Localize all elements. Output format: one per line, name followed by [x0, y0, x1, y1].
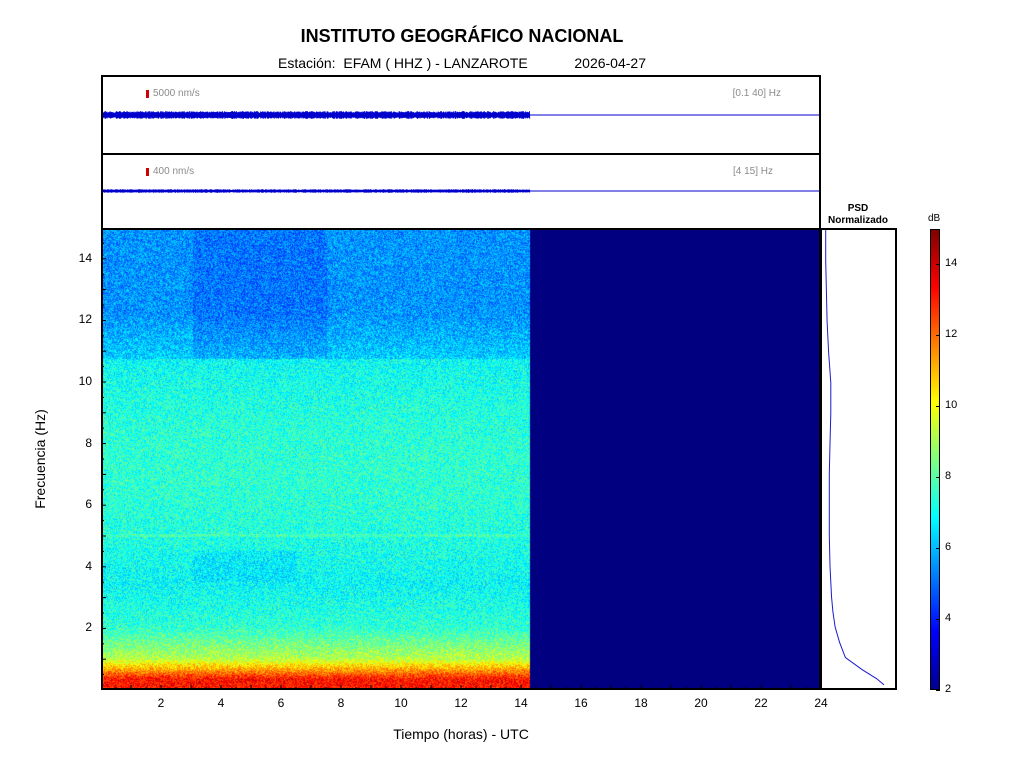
colorbar-tick-label: 12: [945, 328, 958, 341]
colorbar-tick: [936, 264, 940, 266]
scale-marker: [146, 90, 149, 98]
colorbar-tick: [936, 477, 940, 479]
psd-title-line1: PSD: [847, 203, 869, 214]
y-tick-label: 14: [78, 250, 92, 265]
colorbar-tick: [936, 406, 940, 408]
y-tick-label: 6: [85, 497, 92, 512]
x-tick-label: 22: [754, 696, 768, 710]
trace-band-label: [0.1 40] Hz: [732, 88, 781, 99]
colorbar-tick-label: 4: [945, 612, 952, 625]
y-tick-label: 2: [85, 620, 92, 635]
y-tick-label: 8: [85, 435, 92, 450]
x-tick-label: 14: [514, 696, 528, 710]
psd-title: PSD Normalizado: [810, 203, 906, 227]
record-date: 2026-04-27: [574, 55, 646, 71]
psd-title-line2: Normalizado: [827, 215, 888, 226]
spectrogram-panel: [101, 228, 821, 690]
colorbar-tick: [936, 335, 940, 337]
x-tick-label: 4: [217, 696, 225, 710]
y-tick-label: 12: [78, 312, 92, 327]
x-tick-label: 8: [337, 696, 345, 710]
trace-signal: [103, 189, 531, 193]
psd-curve: [825, 230, 885, 686]
trace-band-label: [4 15] Hz: [732, 166, 773, 177]
x-tick-label: 24: [814, 696, 828, 710]
colorbar: [930, 229, 940, 690]
trace-waveform-broadband: [103, 111, 819, 119]
colorbar-unit: dB: [928, 213, 941, 224]
x-tick-label: 20: [694, 696, 708, 710]
x-tick-label: 6: [277, 696, 285, 710]
scale-marker: [146, 168, 149, 176]
y-tick-label: 10: [78, 374, 92, 388]
x-tick-label: 10: [394, 696, 408, 710]
y-axis-label: Frecuencia (Hz): [32, 409, 48, 509]
station-subtitle: Estación: EFAM ( HHZ ) - LANZAROTE 2026-…: [0, 55, 924, 71]
colorbar-tick-label: 10: [945, 399, 958, 412]
trace-scale-label: 400 nm/s: [153, 166, 195, 177]
trace-waveform-filtered: [103, 189, 819, 193]
trace-scale-label: 5000 nm/s: [153, 88, 200, 99]
x-tick-label: 2: [157, 696, 165, 710]
chart-title: INSTITUTO GEOGRÁFICO NACIONAL: [300, 26, 624, 46]
y-tick-label: 4: [85, 558, 92, 573]
x-tick-label: 12: [454, 696, 468, 710]
colorbar-tick: [936, 548, 940, 550]
spectrogram-image: [103, 230, 819, 688]
colorbar-tick-label: 6: [945, 541, 952, 554]
x-tick-label: 18: [634, 696, 648, 710]
colorbar-tick: [936, 690, 940, 691]
trace-panel-filtered: 400 nm/s [4 15] Hz: [101, 153, 821, 230]
colorbar-tick-label: 2: [945, 683, 952, 695]
trace-signal: [103, 111, 531, 119]
station-label: Estación: EFAM ( HHZ ) - LANZAROTE: [277, 55, 528, 71]
colorbar-tick-label: 14: [945, 257, 958, 270]
trace-panel-broadband: 5000 nm/s [0.1 40] Hz: [101, 75, 821, 155]
x-axis-label: Tiempo (horas) - UTC: [393, 726, 529, 742]
psd-curve-plot: [825, 230, 885, 686]
x-tick-label: 16: [574, 696, 588, 710]
colorbar-tick-label: 8: [945, 470, 952, 483]
colorbar-tick: [936, 619, 940, 621]
psd-panel: [820, 228, 897, 690]
